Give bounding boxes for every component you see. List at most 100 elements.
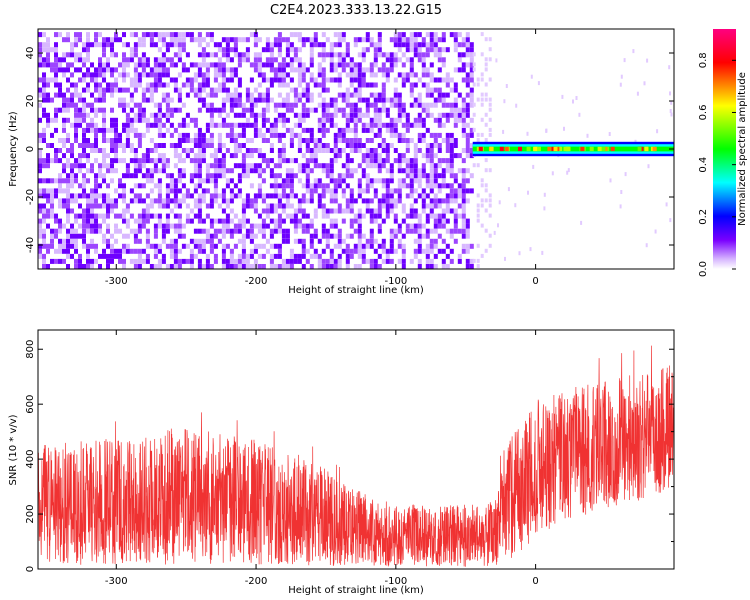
spectrogram-cell	[337, 208, 342, 214]
spectrogram-cell	[125, 218, 130, 224]
spectrogram-cell	[193, 138, 198, 143]
spectrogram-cell	[141, 163, 146, 169]
spectrogram-cell	[54, 178, 58, 184]
spectrogram-cell	[245, 57, 250, 63]
spectrogram-cell	[141, 72, 146, 78]
spectrogram-cell	[133, 67, 138, 73]
spectrogram-cell	[405, 213, 410, 219]
spectrogram-cell	[233, 132, 238, 138]
spectrogram-cell	[293, 122, 298, 128]
spectrogram-cell	[106, 228, 110, 234]
spectrogram-cell	[181, 42, 186, 48]
spectrogram-cell	[484, 62, 488, 67]
spectrogram-cell	[369, 198, 374, 204]
spectrogram-cell	[449, 163, 454, 169]
spectrogram-cell	[62, 188, 66, 194]
spectrogram-cell	[173, 87, 178, 93]
spectrogram-cell	[241, 198, 246, 204]
spectrogram-cell	[197, 213, 202, 219]
spectrogram-cell	[357, 233, 362, 239]
spectrogram-cell	[405, 57, 410, 63]
spectrogram-cell	[177, 173, 182, 179]
spectrogram-cell	[349, 92, 354, 98]
spectrogram-cell	[293, 208, 298, 214]
spectrogram-cell	[221, 228, 226, 234]
spectrogram-cell	[42, 228, 46, 234]
spectrogram-cell	[329, 97, 334, 103]
spectrogram-cell	[305, 228, 310, 234]
spectrogram-cell	[161, 153, 166, 159]
spectrogram-cell	[445, 203, 450, 209]
spectrogram-cell	[425, 258, 430, 264]
spectrogram-cell	[225, 218, 230, 224]
spectrogram-cell	[365, 238, 370, 244]
spectrogram-cell	[397, 183, 402, 189]
spectrogram-cell	[173, 153, 178, 159]
spectrogram-cell	[177, 107, 182, 113]
snr-series-line	[37, 345, 675, 567]
spectrogram-cell	[309, 132, 314, 138]
spectrogram-cell	[42, 62, 46, 68]
spectrogram-cell	[433, 178, 438, 184]
spectrogram-cell	[393, 92, 398, 98]
spectrogram-cell	[133, 168, 138, 174]
spectrogram-cell	[457, 117, 462, 123]
spectrogram-cell	[305, 198, 310, 204]
spectrogram-cell	[309, 183, 314, 189]
spectrogram-cell	[381, 62, 386, 68]
spectrogram-cell	[465, 92, 470, 98]
spectrogram-cell	[50, 158, 54, 164]
spectrogram-cell	[413, 148, 418, 153]
spectrogram-cell	[321, 112, 326, 118]
spectrogram-cell	[161, 42, 166, 48]
spectrogram-cell	[106, 82, 110, 88]
spectrogram-cell	[38, 218, 42, 224]
spectrogram-cell	[161, 67, 166, 73]
spectrogram-cell	[157, 62, 162, 68]
snr-x-tick-label: -200	[245, 576, 268, 587]
spectrogram-cell	[46, 178, 50, 184]
spectrogram-cell	[245, 264, 250, 269]
spectrogram-cell	[249, 183, 254, 189]
spectrogram-cell	[381, 178, 386, 184]
spectrogram-cell	[289, 158, 294, 164]
spectrogram-cell	[70, 168, 74, 174]
spectrogram-cell	[273, 163, 278, 169]
spectrogram-cell	[453, 138, 458, 143]
spectrogram-cell	[305, 143, 310, 148]
spectrogram-cell	[285, 82, 290, 88]
spectrogram-cell	[484, 122, 488, 127]
spectrogram-cell	[94, 107, 98, 113]
spectrogram-cell	[333, 148, 338, 153]
spectrogram-cell	[297, 47, 302, 53]
spectrogram-cell	[161, 112, 166, 118]
spectrogram-cell	[309, 92, 314, 98]
spectrogram-cell	[393, 122, 398, 128]
spectrogram-cell	[465, 143, 470, 148]
spectrogram-cell	[361, 127, 366, 133]
spectrogram-cell	[213, 62, 218, 68]
spectrogram-cell	[110, 158, 114, 164]
spectrogram-cell	[54, 32, 58, 38]
spectrogram-cell	[437, 132, 442, 138]
spectrogram-cell	[345, 168, 350, 174]
spectrogram-cell	[281, 158, 286, 164]
spectrogram-cell	[397, 163, 402, 169]
spectrogram-cell	[373, 178, 378, 184]
spectrogram-cell	[122, 193, 126, 199]
spectrogram-cell	[86, 143, 90, 148]
spectrogram-cell	[409, 102, 414, 108]
spectrogram-cell	[94, 248, 98, 254]
spectrogram-cell	[480, 97, 484, 102]
spectrogram-cell	[237, 52, 242, 58]
spectrogram-cell	[70, 97, 74, 103]
spectrogram-cell	[217, 47, 222, 53]
spectrogram-cell	[137, 258, 142, 264]
spectrogram-cell	[189, 248, 194, 254]
spectrogram-cell	[122, 248, 126, 254]
spectrogram-cell	[281, 102, 286, 108]
spectrogram-cell	[50, 258, 54, 264]
spectrogram-cell	[445, 138, 450, 143]
spectrogram-cell	[377, 127, 382, 133]
spectrogram-cell	[165, 203, 170, 209]
